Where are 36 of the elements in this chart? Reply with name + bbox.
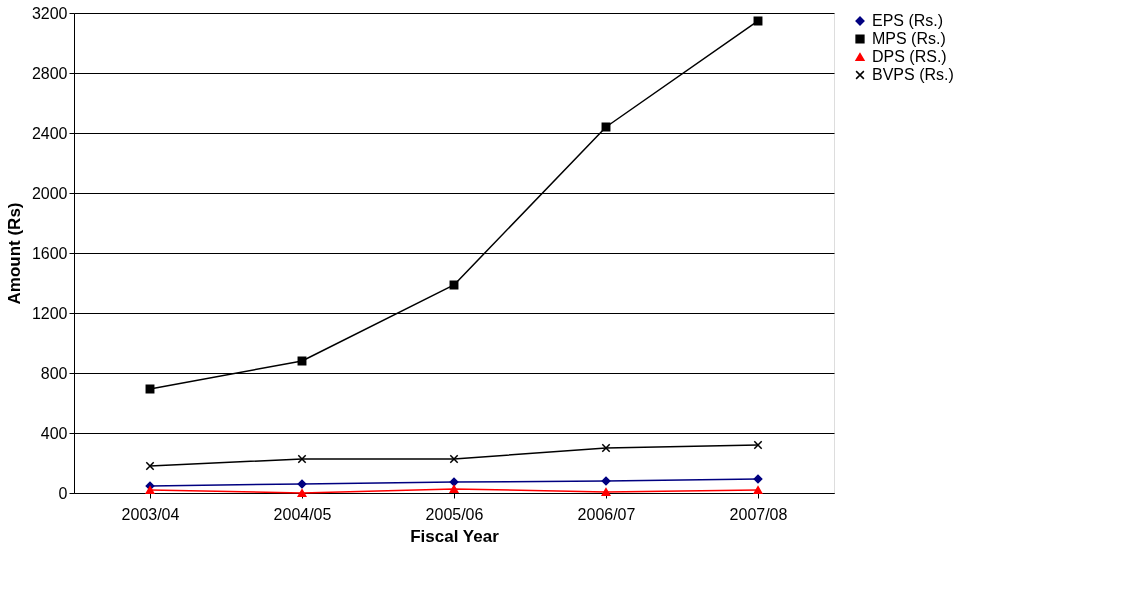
point: [753, 474, 763, 484]
y-tick-label: 2400: [31, 124, 68, 142]
point: [297, 479, 307, 489]
point: [297, 454, 307, 464]
y-tick-label: 3200: [31, 4, 68, 22]
point: [449, 454, 459, 464]
y-tick-label: 800: [40, 364, 68, 382]
point: [601, 487, 611, 496]
point: [753, 440, 763, 450]
legend-label: EPS (Rs.): [872, 12, 944, 29]
legend-label: MPS (Rs.): [872, 30, 946, 47]
x-tick-label: 2006/07: [577, 505, 636, 523]
point: [145, 486, 155, 494]
x-tick-label: 2007/08: [729, 505, 788, 523]
y-tick-label: 1200: [31, 304, 68, 322]
point: [753, 16, 763, 26]
point: [145, 384, 155, 394]
y-tick-label: 2000: [31, 184, 68, 202]
x-tick-label: 2005/06: [425, 505, 484, 523]
y-axis-title: Amount (Rs): [4, 202, 24, 305]
point: [449, 280, 459, 290]
point: [145, 461, 155, 471]
y-tick-label: 1600: [31, 244, 68, 262]
x-tick-label: 2003/04: [121, 505, 180, 523]
y-tick-label: 2800: [31, 64, 68, 82]
y-tick-label: 0: [58, 484, 68, 502]
legend-label: BVPS (Rs.): [872, 66, 954, 83]
point: [753, 486, 763, 494]
point: [297, 489, 307, 497]
legend-label: DPS (RS.): [872, 48, 947, 65]
point: [601, 476, 611, 486]
y-tick-label: 400: [40, 424, 68, 442]
point: [601, 443, 611, 453]
x-axis-title: Fiscal Year: [410, 526, 500, 546]
point: [449, 484, 459, 493]
x-tick-label: 2004/05: [273, 505, 332, 523]
